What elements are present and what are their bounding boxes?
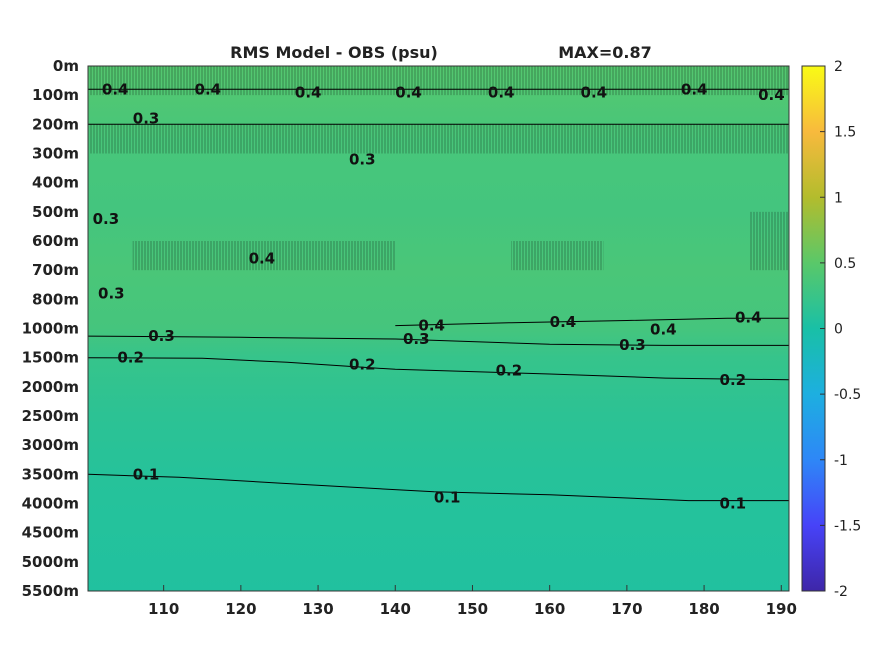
contour-label: 0.4 [295, 83, 322, 101]
plot-area: 0.10.1 0.10.2 0.2 0.20.20.3 0.3 0.30.4 0.4 0.40… [87, 65, 790, 592]
contour-label: 0.3 [133, 110, 160, 128]
colorbar-tick-label: -1 [834, 453, 848, 469]
contour-label: 0.3 [403, 330, 430, 348]
contour-label: 0.4 [758, 86, 785, 104]
x-tick-label: 160 [534, 600, 565, 618]
colorbar-tick-label: -1.5 [834, 518, 861, 534]
contour-label: 0.4 [195, 80, 222, 98]
noise-band [88, 124, 789, 154]
contour-label: 0.2 [496, 362, 523, 380]
contour-label: 0.3 [148, 327, 175, 345]
colorbar-tick-label: -0.5 [834, 387, 861, 403]
y-tick-label: 700m [32, 261, 79, 279]
x-tick-label: 190 [766, 600, 797, 618]
contour-label: 0.1 [133, 465, 160, 483]
colorbar-tick-label: 1 [834, 190, 843, 206]
contour-label: 0.4 [581, 83, 608, 101]
y-tick-label: 800m [32, 290, 79, 308]
contour-label: 0.4 [488, 83, 515, 101]
colorbar: -2 -1.5 -1 -0.5 0 0.5 1 1.5 2 [801, 59, 861, 600]
noisy-contour-bands [88, 66, 789, 271]
contour-line [87, 357, 790, 381]
contour-label: 0.3 [619, 336, 646, 354]
y-tick-label: 2000m [22, 378, 79, 396]
contour-line [87, 473, 789, 502]
y-tick-label: 500m [32, 203, 79, 221]
contour-label: 0.4 [735, 309, 762, 327]
y-tick-label: 600m [32, 232, 79, 250]
contour-label: 0.4 [395, 83, 422, 101]
contour-label: 0.2 [117, 349, 144, 367]
contour-label: 0.4 [681, 80, 708, 98]
contour-label: 0.4 [550, 313, 577, 331]
y-tick-label: 4500m [22, 524, 79, 542]
x-tick-label: 110 [148, 600, 179, 618]
chart-title: RMS Model - OBS (psu) [230, 43, 438, 62]
colorbar-tick-label: 2 [834, 59, 843, 75]
colorbar-tick-label: 1.5 [834, 125, 856, 141]
x-tick-label: 180 [688, 600, 719, 618]
contour-label: 0.4 [249, 250, 276, 268]
colorbar-tick-label: -2 [834, 584, 848, 600]
contour-lines: 0.10.1 0.10.2 0.2 0.20.20.3 0.3 0.30.4 0.4 0.40… [87, 80, 790, 513]
contour-label: 0.3 [349, 150, 376, 168]
y-tick-label: 1500m [22, 349, 79, 367]
y-tick-label: 100m [32, 86, 79, 104]
noise-band [511, 241, 604, 271]
x-tick-label: 130 [302, 600, 333, 618]
y-tick-label: 5000m [22, 553, 79, 571]
max-label: MAX=0.87 [558, 43, 652, 62]
y-axis: 0m 100m 200m 300m 400m 500m 600m 700m 800m 1000m 1… [22, 57, 79, 600]
contour-label: 0.3 [93, 210, 120, 228]
y-tick-label: 0m [53, 57, 79, 75]
y-tick-label: 3500m [22, 465, 79, 483]
x-tick-label: 150 [457, 600, 488, 618]
x-tick-label: 140 [380, 600, 411, 618]
y-tick-label: 200m [32, 115, 79, 133]
y-tick-label: 4000m [22, 495, 79, 513]
y-tick-label: 5500m [22, 582, 79, 600]
plot-frame [87, 65, 790, 592]
colorbar-tick-label: 0 [834, 322, 843, 338]
contour-label: 0.3 [98, 285, 125, 303]
colorbar-ticks: -2 -1.5 -1 -0.5 0 0.5 1 1.5 2 [820, 59, 861, 600]
contour-label: 0.1 [434, 489, 461, 507]
contour-label: 0.4 [650, 321, 677, 339]
y-tick-label: 400m [32, 174, 79, 192]
contour-line [395, 317, 789, 327]
contour-line [87, 335, 789, 346]
contour-label: 0.4 [102, 80, 129, 98]
y-tick-label: 1000m [22, 320, 79, 338]
x-tick-label: 170 [611, 600, 642, 618]
contour-label: 0.2 [349, 356, 376, 374]
y-tick-label: 3000m [22, 436, 79, 454]
contour-label: 0.1 [720, 495, 747, 513]
contour-label: 0.4 [418, 317, 445, 335]
x-axis: 110 120 130 140 150 160 170 180 190 [148, 585, 797, 618]
y-tick-label: 300m [32, 145, 79, 163]
noise-band [750, 211, 789, 271]
noise-band [88, 66, 789, 96]
contour-label: 0.2 [720, 371, 747, 389]
x-tick-label: 120 [225, 600, 256, 618]
colorbar-tick-label: 0.5 [834, 256, 856, 272]
noise-band [132, 241, 396, 271]
y-tick-label: 2500m [22, 407, 79, 425]
